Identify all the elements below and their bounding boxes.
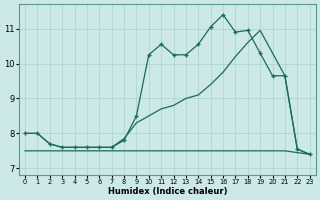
X-axis label: Humidex (Indice chaleur): Humidex (Indice chaleur) <box>108 187 227 196</box>
